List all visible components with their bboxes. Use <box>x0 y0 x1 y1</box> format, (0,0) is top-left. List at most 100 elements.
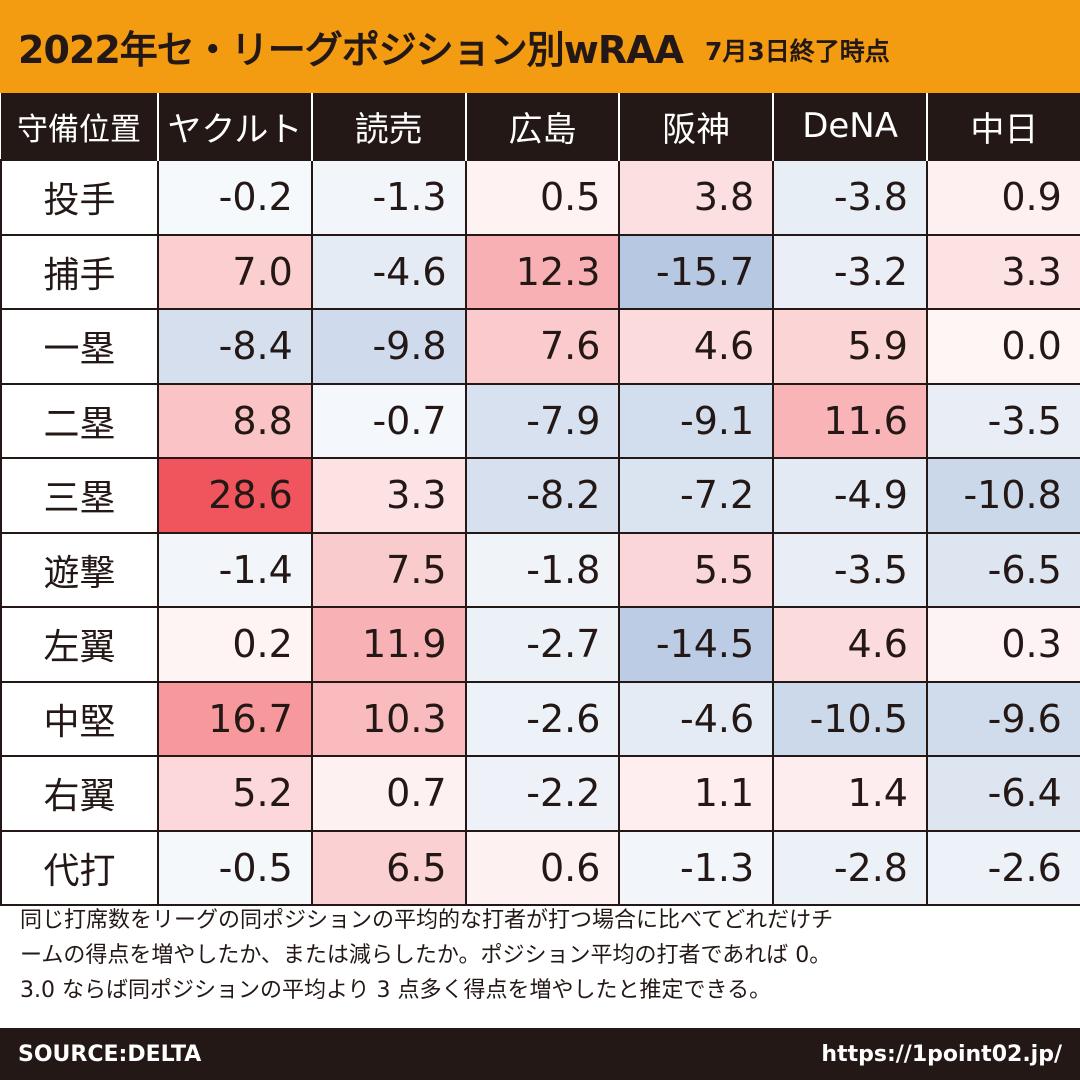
table-row: 代打 -0.5 6.5 0.6 -1.3 -2.8 -2.6 <box>0 829 1080 906</box>
wraa-cell: 0.2 <box>157 606 313 683</box>
position-label: 一塁 <box>0 308 159 385</box>
wraa-cell: -0.2 <box>157 159 313 236</box>
wraa-cell: -4.6 <box>618 680 775 757</box>
wraa-cell: -3.5 <box>925 382 1080 459</box>
team-header: 広島 <box>464 93 620 160</box>
table-row: 左翼 0.2 11.9 -2.7 -14.5 4.6 0.3 <box>0 606 1080 683</box>
wraa-cell: 0.6 <box>464 829 621 906</box>
wraa-cell: 0.0 <box>925 308 1080 385</box>
wraa-cell: -4.9 <box>772 457 928 534</box>
wraa-cell: 3.3 <box>925 233 1080 310</box>
wraa-cell: 4.6 <box>618 308 775 385</box>
wraa-cell: 8.8 <box>157 382 313 459</box>
wraa-cell: 0.7 <box>310 755 467 832</box>
chart-title: 2022年セ・リーグポジション別wRAA <box>18 28 684 72</box>
wraa-cell: 5.5 <box>618 531 775 608</box>
source-label: SOURCE:DELTA <box>18 1041 202 1067</box>
wraa-cell: -2.2 <box>464 755 621 832</box>
note-line: 同じ打席数をリーグの同ポジションの平均的な打者が打つ場合に比べてどれだけチ <box>20 908 834 933</box>
chart-subtitle: 7月3日終了時点 <box>704 36 890 66</box>
wraa-cell: -4.6 <box>310 233 467 310</box>
wraa-cell: -3.2 <box>772 233 928 310</box>
position-label: 遊撃 <box>0 531 159 608</box>
wraa-cell: -8.2 <box>464 457 621 534</box>
table-row: 一塁 -8.4 -9.8 7.6 4.6 5.9 0.0 <box>0 308 1080 385</box>
wraa-cell: 1.4 <box>772 755 928 832</box>
wraa-cell: -9.1 <box>618 382 775 459</box>
wraa-cell: 0.3 <box>925 606 1080 683</box>
wraa-cell: 16.7 <box>157 680 313 757</box>
wraa-cell: 1.1 <box>618 755 775 832</box>
wraa-cell: -2.8 <box>772 829 928 906</box>
wraa-cell: 0.5 <box>464 159 621 236</box>
wraa-cell: 10.3 <box>310 680 467 757</box>
wraa-cell: -9.8 <box>310 308 467 385</box>
table-row: 投手 -0.2 -1.3 0.5 3.8 -3.8 0.9 <box>0 159 1080 236</box>
wraa-cell: -6.4 <box>925 755 1080 832</box>
team-header: 読売 <box>310 93 466 160</box>
wraa-cell: -2.6 <box>925 829 1080 906</box>
position-label: 代打 <box>0 829 159 906</box>
title-bar: 2022年セ・リーグポジション別wRAA 7月3日終了時点 <box>0 0 1080 93</box>
position-label: 三塁 <box>0 457 159 534</box>
wraa-cell: 28.6 <box>157 457 313 534</box>
wraa-cell: 12.3 <box>464 233 621 310</box>
wraa-cell: -2.7 <box>464 606 621 683</box>
wraa-cell: -10.8 <box>925 457 1080 534</box>
wraa-cell: 3.3 <box>310 457 467 534</box>
wraa-cell: -15.7 <box>618 233 775 310</box>
position-label: 中堅 <box>0 680 159 757</box>
table-row: 二塁 8.8 -0.7 -7.9 -9.1 11.6 -3.5 <box>0 382 1080 459</box>
wraa-table: 守備位置 ヤクルト 読売 広島 阪神 DeNA 中日 投手 -0.2 -1.3 0.5… <box>0 93 1080 906</box>
wraa-cell: -0.7 <box>310 382 467 459</box>
wraa-cell: 7.0 <box>157 233 313 310</box>
wraa-cell: -1.3 <box>310 159 467 236</box>
team-header: DeNA <box>772 93 927 160</box>
note-line: 3.0 ならば同ポジションの平均より 3 点多く得点を増やしたと推定できる。 <box>20 978 772 1003</box>
wraa-cell: -6.5 <box>925 531 1080 608</box>
header-row: 守備位置 ヤクルト 読売 広島 阪神 DeNA 中日 <box>1 93 1080 160</box>
wraa-cell: 6.5 <box>310 829 467 906</box>
wraa-cell: 11.6 <box>772 382 928 459</box>
team-header: 阪神 <box>618 93 774 160</box>
table-body: 投手 -0.2 -1.3 0.5 3.8 -3.8 0.9 捕手 7.0 -4.6 12.3 -15.… <box>0 159 1080 906</box>
wraa-cell: 0.9 <box>925 159 1080 236</box>
wraa-cell: -9.6 <box>925 680 1080 757</box>
wraa-cell: -3.5 <box>772 531 928 608</box>
note-line: ームの得点を増やしたか、または減らしたか。ポジション平均の打者であれば 0。 <box>20 943 832 968</box>
team-header: 中日 <box>925 93 1080 160</box>
wraa-cell: 7.5 <box>310 531 467 608</box>
wraa-cell: -10.5 <box>772 680 928 757</box>
position-label: 二塁 <box>0 382 159 459</box>
wraa-cell: -3.8 <box>772 159 928 236</box>
wraa-cell: -1.3 <box>618 829 775 906</box>
wraa-cell: -14.5 <box>618 606 775 683</box>
position-label: 投手 <box>0 159 159 236</box>
corner-header: 守備位置 <box>1 93 158 160</box>
wraa-cell: 5.2 <box>157 755 313 832</box>
wraa-cell: 11.9 <box>310 606 467 683</box>
wraa-cell: 3.8 <box>618 159 775 236</box>
team-header: ヤクルト <box>157 93 312 160</box>
wraa-cell: 7.6 <box>464 308 621 385</box>
wraa-cell: -2.6 <box>464 680 621 757</box>
table-row: 遊撃 -1.4 7.5 -1.8 5.5 -3.5 -6.5 <box>0 531 1080 608</box>
wraa-cell: -1.8 <box>464 531 621 608</box>
wraa-cell: -0.5 <box>157 829 313 906</box>
explanation-note: 同じ打席数をリーグの同ポジションの平均的な打者が打つ場合に比べてどれだけチ ーム… <box>20 903 1065 1008</box>
wraa-cell: 5.9 <box>772 308 928 385</box>
table-row: 捕手 7.0 -4.6 12.3 -15.7 -3.2 3.3 <box>0 233 1080 310</box>
position-label: 左翼 <box>0 606 159 683</box>
footer-bar: SOURCE:DELTA https://1point02.jp/ <box>0 1028 1080 1080</box>
position-label: 捕手 <box>0 233 159 310</box>
wraa-cell: 4.6 <box>772 606 928 683</box>
wraa-cell: -7.2 <box>618 457 775 534</box>
table-row: 中堅 16.7 10.3 -2.6 -4.6 -10.5 -9.6 <box>0 680 1080 757</box>
table-row: 右翼 5.2 0.7 -2.2 1.1 1.4 -6.4 <box>0 755 1080 832</box>
table-row: 三塁 28.6 3.3 -8.2 -7.2 -4.9 -10.8 <box>0 457 1080 534</box>
wraa-cell: -7.9 <box>464 382 621 459</box>
position-label: 右翼 <box>0 755 159 832</box>
site-url: https://1point02.jp/ <box>821 1041 1062 1067</box>
wraa-cell: -8.4 <box>157 308 313 385</box>
wraa-cell: -1.4 <box>157 531 313 608</box>
